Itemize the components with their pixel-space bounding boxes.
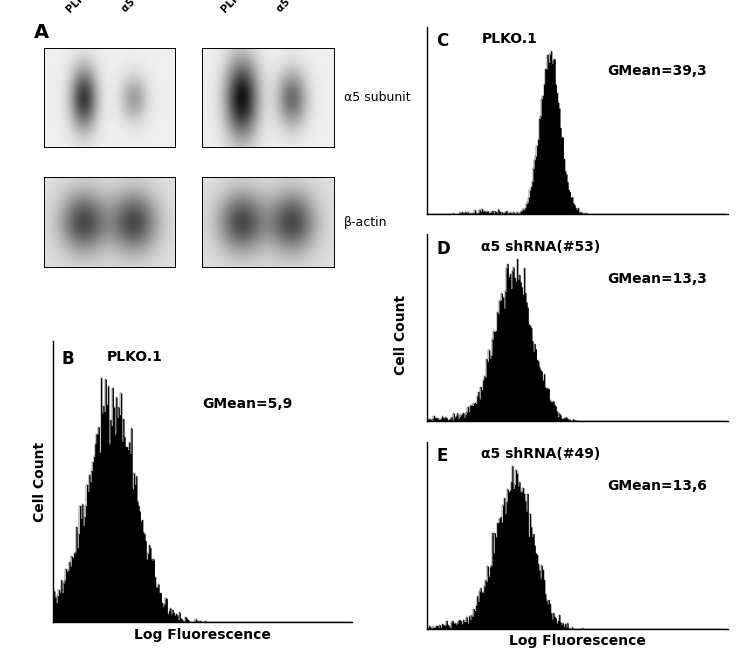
Text: PLKO.1: PLKO.1 — [64, 0, 101, 15]
Text: GMean=5,9: GMean=5,9 — [202, 397, 292, 411]
Text: B: B — [62, 350, 74, 368]
Text: D: D — [436, 240, 450, 258]
Text: GMean=39,3: GMean=39,3 — [608, 64, 707, 78]
Text: PLKO.1: PLKO.1 — [220, 0, 256, 15]
Text: α5 shRNA(#49): α5 shRNA(#49) — [482, 447, 601, 461]
Y-axis label: Cell Count: Cell Count — [33, 442, 47, 522]
Text: E: E — [436, 447, 448, 465]
Text: Cell Count: Cell Count — [394, 294, 408, 375]
Text: GMean=13,6: GMean=13,6 — [608, 479, 707, 493]
X-axis label: Log Fluorescence: Log Fluorescence — [509, 634, 646, 648]
Text: GMean=13,3: GMean=13,3 — [608, 272, 707, 286]
Text: α5 subunit: α5 subunit — [344, 91, 410, 104]
Text: α5 shRNA(#53): α5 shRNA(#53) — [482, 240, 601, 254]
Text: α5 shRNA(#49): α5 shRNA(#49) — [119, 0, 190, 15]
Text: A: A — [34, 23, 49, 42]
Text: C: C — [436, 32, 448, 50]
Text: α5 shRNA(#53): α5 shRNA(#53) — [274, 0, 345, 15]
Text: PLKO.1: PLKO.1 — [482, 32, 537, 46]
Text: β-actin: β-actin — [344, 216, 388, 229]
Text: PLKO.1: PLKO.1 — [106, 350, 162, 364]
X-axis label: Log Fluorescence: Log Fluorescence — [134, 628, 271, 642]
